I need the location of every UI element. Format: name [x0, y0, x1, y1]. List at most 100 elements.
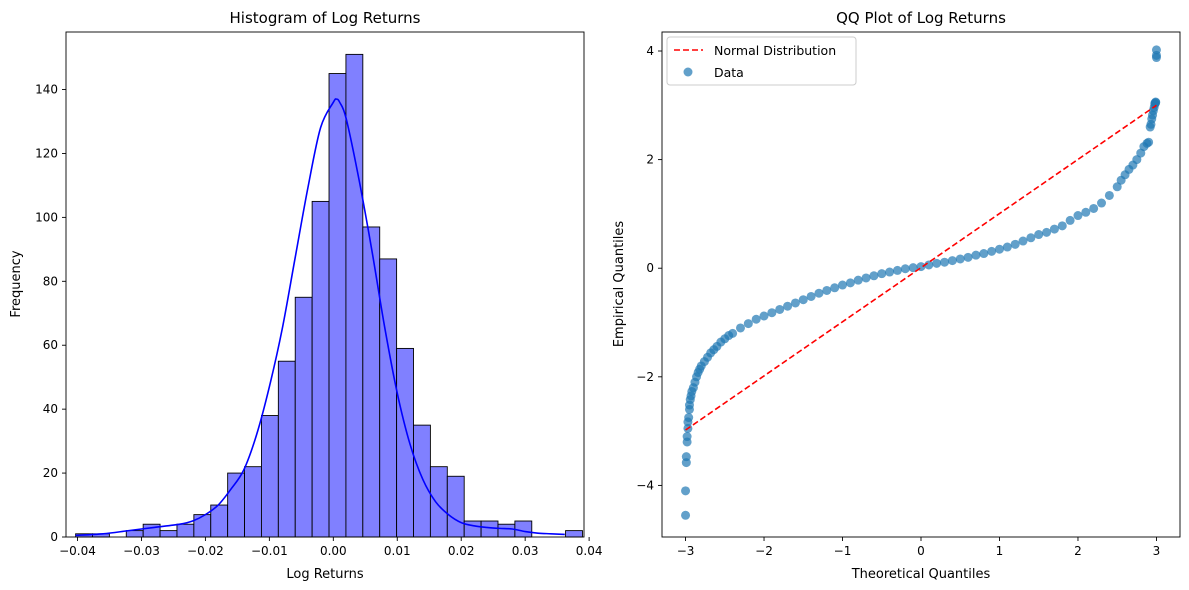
histogram-bar	[429, 466, 448, 538]
qq-data-point	[877, 269, 887, 279]
histogram-x-tick-label: −0.03	[123, 544, 160, 558]
qq-data-point	[743, 319, 753, 329]
qq-x-tick-label: 1	[996, 544, 1004, 558]
qq-data-point	[1042, 227, 1052, 237]
histogram-bar	[446, 475, 465, 538]
qq-data-point	[681, 486, 691, 496]
histogram-y-tick-label: 60	[43, 338, 58, 352]
qq-data-point	[1089, 203, 1099, 213]
qq-data-point	[900, 264, 910, 274]
qq-data-point	[885, 267, 895, 277]
qq-data-point	[1104, 190, 1114, 200]
qq-data-point	[947, 256, 957, 266]
histogram-bar	[277, 360, 296, 538]
qq-x-axis-label: Theoretical Quantiles	[851, 567, 991, 582]
histogram-bar	[159, 530, 178, 538]
legend-label-normal: Normal Distribution	[714, 43, 836, 58]
qq-data-point	[932, 258, 942, 268]
qq-data-point	[735, 323, 745, 333]
qq-data-point	[728, 328, 738, 338]
qq-data-point	[830, 283, 840, 293]
histogram-bar	[260, 415, 279, 538]
qq-data-point	[798, 295, 808, 305]
histogram-x-tick-label: 0.02	[448, 544, 475, 558]
qq-data-point	[1151, 45, 1161, 55]
histogram-bar	[463, 520, 482, 538]
qq-x-tick-label: −2	[755, 544, 773, 558]
histogram-kde-curve	[75, 98, 565, 537]
qq-data-point	[940, 257, 950, 267]
qq-y-ticks: −4 −2 0 2 4	[636, 44, 662, 492]
qq-x-ticks: −3 −2 −1 0 1 2 3	[677, 537, 1161, 558]
qq-data-point	[1112, 182, 1122, 192]
histogram-bar	[497, 523, 516, 538]
qq-data-point	[861, 273, 871, 283]
qq-data-point	[853, 275, 863, 285]
qq-data-point	[783, 301, 793, 311]
qq-y-tick-label: −4	[636, 478, 654, 492]
qq-x-tick-label: −3	[677, 544, 695, 558]
qq-data-point	[1132, 155, 1142, 165]
qq-data-point	[955, 254, 965, 264]
histogram-y-tick-label: 0	[50, 530, 58, 544]
qq-data-point	[1049, 224, 1059, 234]
qq-data-point	[681, 452, 691, 462]
qq-data-point	[775, 304, 785, 314]
qq-data-point	[979, 249, 989, 259]
histogram-bar	[362, 226, 381, 538]
qq-legend: Normal Distribution Data	[666, 36, 857, 86]
histogram-bars	[75, 53, 583, 538]
qq-data-point	[767, 308, 777, 318]
qq-y-axis-label: Empirical Quantiles	[612, 221, 627, 348]
qq-x-tick-label: 3	[1153, 544, 1161, 558]
qq-data-point	[1081, 207, 1091, 217]
histogram-bar	[565, 530, 583, 538]
histogram-bar	[379, 258, 398, 538]
histogram-bar	[514, 520, 533, 538]
qq-data-point	[1034, 230, 1044, 240]
qq-data-point	[682, 432, 692, 442]
qq-x-tick-label: 0	[917, 544, 925, 558]
histogram-y-axis-label: Frequency	[9, 250, 24, 317]
qq-data-point	[987, 246, 997, 256]
qq-data-point	[1057, 221, 1067, 231]
histogram-x-ticks: −0.04 −0.03 −0.02 −0.01 0.00 0.01 0.02 0.03 0.04	[59, 537, 602, 558]
qq-plot-panel: QQ Plot of Log Returns −3 −2 −1 0 1 2 3 −4 −2 0 2…	[612, 9, 1181, 582]
qq-data-point	[892, 265, 902, 275]
qq-y-tick-label: 4	[646, 44, 654, 58]
histogram-y-tick-label: 80	[43, 274, 58, 288]
histogram-x-tick-label: −0.01	[251, 544, 288, 558]
histogram-x-tick-label: 0.01	[384, 544, 411, 558]
histogram-panel: Histogram of Log Returns −0.04 −0.03 −0.02…	[9, 9, 602, 582]
qq-data-point	[845, 278, 855, 288]
histogram-bar	[244, 466, 262, 538]
qq-x-tick-label: −1	[834, 544, 852, 558]
qq-x-tick-label: 2	[1074, 544, 1082, 558]
qq-data-point	[1097, 198, 1107, 208]
histogram-bar	[311, 200, 330, 538]
histogram-bar	[396, 347, 414, 538]
qq-data-point	[971, 250, 981, 260]
histogram-bar	[125, 530, 144, 538]
qq-y-tick-label: 2	[646, 153, 654, 167]
histogram-bar	[480, 520, 499, 538]
qq-data-point	[822, 285, 832, 295]
qq-data-point	[814, 288, 824, 298]
histogram-bar	[142, 523, 161, 538]
qq-data-point	[1073, 211, 1083, 221]
qq-data-point	[684, 413, 694, 423]
histogram-bar	[328, 73, 347, 538]
legend-box	[666, 36, 857, 86]
qq-data-point	[1002, 242, 1012, 252]
qq-data-point	[1151, 97, 1161, 107]
histogram-x-tick-label: −0.02	[187, 544, 224, 558]
histogram-x-axis-label: Log Returns	[286, 567, 363, 582]
histogram-y-tick-label: 120	[35, 146, 58, 160]
histogram-y-ticks: 0 20 40 60 80 100 120 140	[35, 83, 66, 544]
qq-data-point	[1010, 239, 1020, 249]
qq-data-point	[1018, 236, 1028, 246]
legend-marker-swatch	[683, 67, 693, 77]
histogram-x-tick-label: 0.03	[512, 544, 539, 558]
histogram-bar	[176, 523, 195, 538]
qq-data-point	[681, 510, 691, 520]
